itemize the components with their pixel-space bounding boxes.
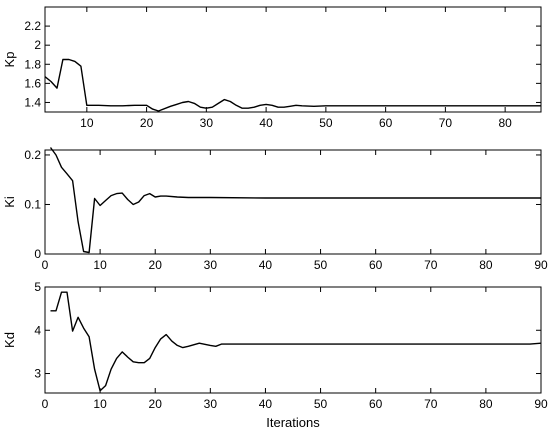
kp-x-tick-label: 50 <box>319 116 333 130</box>
kp-x-tick-label: 20 <box>140 116 154 130</box>
kp-y-tick-label: 2 <box>34 38 41 52</box>
ki-series-line <box>49 147 541 254</box>
ki-x-tick-label: 10 <box>93 258 107 272</box>
kp-plot-frame <box>44 6 542 113</box>
kp-x-tick-label: 60 <box>379 116 393 130</box>
kd-y-tick-label: 4 <box>34 323 41 337</box>
ki-x-tick-label: 30 <box>204 258 218 272</box>
ki-x-tick-label: 60 <box>369 258 383 272</box>
kd-series-line <box>50 291 542 392</box>
kp-x-tick-label: 30 <box>200 116 214 130</box>
ki-x-tick-label: 0 <box>42 258 49 272</box>
kd-x-tick-label: 80 <box>479 397 493 411</box>
kd-plot-frame <box>44 286 542 394</box>
kp-y-axis-label: Kp <box>2 52 17 68</box>
ki-x-tick-label: 20 <box>149 258 163 272</box>
kp-x-tick-label: 10 <box>80 116 94 130</box>
ki-y-axis-label: Ki <box>2 196 17 208</box>
kd-y-axis-label: Kd <box>2 332 17 348</box>
kp-series-line <box>44 58 541 112</box>
kd-x-tick-label: 60 <box>369 397 383 411</box>
kp-x-tick-label: 70 <box>439 116 453 130</box>
ki-y-tick-label: 0.1 <box>24 197 41 211</box>
kp-y-tick-label: 1.8 <box>24 57 41 71</box>
kd-x-tick-label: 30 <box>204 397 218 411</box>
kd-x-tick-label: 10 <box>93 397 107 411</box>
kp-y-tick-label: 1.6 <box>24 76 41 90</box>
kd-x-tick-label: 50 <box>314 397 328 411</box>
ki-x-tick-label: 90 <box>534 258 548 272</box>
kp-y-tick-label: 2.2 <box>24 19 41 33</box>
kp-x-tick-label: 80 <box>498 116 512 130</box>
ki-x-tick-label: 50 <box>314 258 328 272</box>
ki-y-tick-label: 0 <box>34 247 41 261</box>
ki-x-tick-label: 40 <box>259 258 273 272</box>
kd-x-tick-label: 40 <box>259 397 273 411</box>
kd-y-tick-label: 5 <box>34 280 41 294</box>
ki-plot-frame <box>44 149 542 255</box>
kp-y-tick-label: 1.4 <box>24 95 41 109</box>
kd-x-tick-label: 0 <box>42 397 49 411</box>
ki-x-tick-label: 80 <box>479 258 493 272</box>
kp-x-tick-label: 40 <box>259 116 273 130</box>
kd-x-tick-label: 90 <box>534 397 548 411</box>
ki-y-tick-label: 0.2 <box>24 148 41 162</box>
kd-x-tick-label: 70 <box>424 397 438 411</box>
kd-x-axis-label: Iterations <box>266 415 320 430</box>
kd-x-tick-label: 20 <box>149 397 163 411</box>
ki-x-tick-label: 70 <box>424 258 438 272</box>
kd-y-tick-label: 3 <box>34 367 41 381</box>
